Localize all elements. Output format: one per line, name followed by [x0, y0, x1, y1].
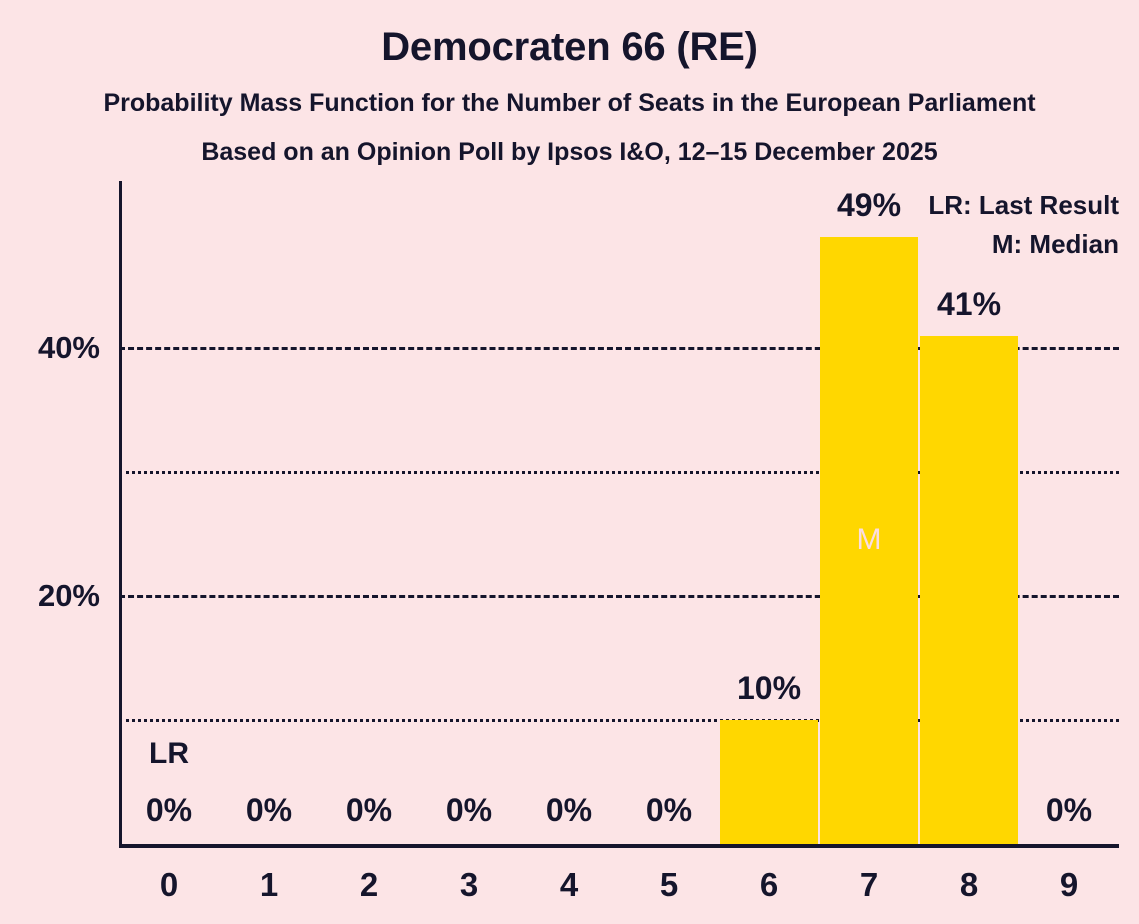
bar-value-label-seat-0: 0%: [145, 792, 193, 828]
last-result-marker: LR: [149, 737, 189, 770]
bar-value-label-seat-3: 0%: [445, 792, 493, 828]
bar-value-label-seat-2: 0%: [345, 792, 393, 828]
bar-value-label-seat-6: 10%: [736, 670, 802, 707]
plot-area: M: [119, 181, 1119, 848]
chart-source-line: Based on an Opinion Poll by Ipsos I&O, 1…: [201, 138, 938, 166]
bar-value-label-seat-4: 0%: [545, 792, 593, 828]
x-tick-label-5: 5: [659, 866, 679, 903]
median-marker: M: [856, 523, 882, 557]
x-tick-label-9: 9: [1059, 866, 1079, 903]
y-axis-line: [119, 181, 122, 847]
legend-item-median: M: Median: [991, 229, 1119, 259]
bar-value-label-seat-9: 0%: [1045, 792, 1093, 828]
x-tick-label-0: 0: [159, 866, 179, 903]
x-tick-label-3: 3: [459, 866, 479, 903]
bar-value-label-seat-8: 41%: [936, 285, 1002, 322]
legend: LR: Last Result M: Median: [928, 186, 1119, 264]
x-tick-label-2: 2: [359, 866, 379, 903]
x-tick-label-4: 4: [559, 866, 579, 903]
y-tick-label: 40%: [37, 330, 100, 366]
bar-value-label-seat-1: 0%: [245, 792, 293, 828]
page-title: Democraten 66 (RE): [381, 25, 758, 69]
gridline-10: [119, 719, 1119, 723]
y-tick-label: 20%: [37, 578, 100, 614]
x-tick-label-1: 1: [259, 866, 279, 903]
x-axis-line: [119, 844, 1119, 848]
gridline-30: [119, 471, 1119, 475]
gridline-40: [119, 347, 1119, 351]
chart-subtitle: Probability Mass Function for the Number…: [103, 89, 1036, 117]
bar-value-label-seat-7: 49%: [836, 186, 902, 223]
x-tick-label-6: 6: [759, 866, 779, 903]
bar-seat-7: M: [820, 236, 918, 844]
x-tick-label-8: 8: [959, 866, 979, 903]
x-tick-label-7: 7: [859, 866, 879, 903]
bar-seat-8: [920, 335, 1018, 844]
legend-item-last-result: LR: Last Result: [928, 190, 1119, 220]
bar-value-label-seat-5: 0%: [645, 792, 693, 828]
gridline-20: [119, 595, 1119, 599]
bar-seat-6: [720, 720, 818, 844]
